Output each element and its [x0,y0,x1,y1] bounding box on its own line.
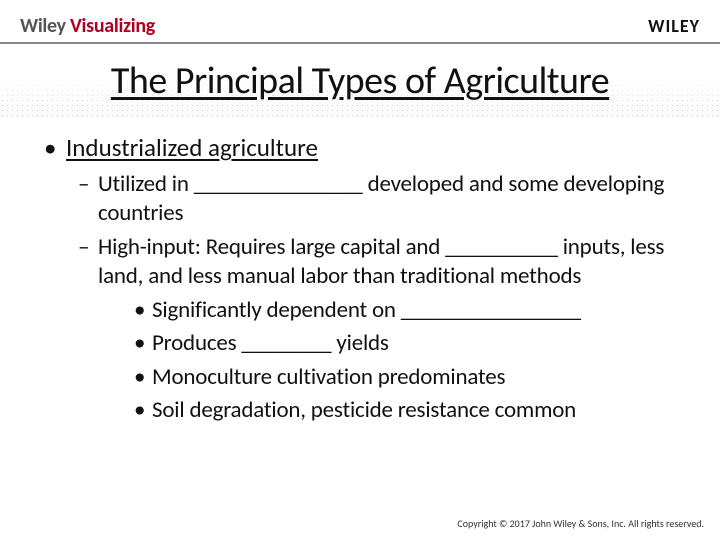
bullet-text: Industrialized agriculture [66,132,318,163]
publisher-label: WILEY [648,15,700,37]
bullet-level2: Utilized in _______________ developed an… [78,170,680,229]
bullet-text: Significantly dependent on _____________… [152,296,581,324]
bullet-text: Produces ________ yields [152,329,389,357]
brand-suffix: Visualizing [70,14,155,38]
header-band: Wiley Visualizing WILEY [0,0,720,44]
bullet-level3: Monoculture cultivation predominates [134,363,680,392]
bullet-level3: Soil degradation, pesticide resistance c… [134,396,680,425]
title-band: The Principal Types of Agriculture [0,44,720,118]
slide-title: The Principal Types of Agriculture [111,58,609,104]
brand-prefix: Wiley [20,14,70,38]
bullet-text: High-input: Requires large capital and _… [98,233,664,290]
bullet-level1: Industrialized agriculture [44,132,680,164]
bullet-level2: High-input: Requires large capital and _… [78,233,680,292]
bullet-text: Soil degradation, pesticide resistance c… [152,396,576,424]
bullet-level3: Produces ________ yields [134,329,680,358]
brand-label: Wiley Visualizing [20,14,155,38]
bullet-level3: Significantly dependent on _____________… [134,296,680,325]
slide: Wiley Visualizing WILEY The Principal Ty… [0,0,720,540]
bullet-text: Monoculture cultivation predominates [152,363,505,391]
slide-body: Industrialized agriculture Utilized in _… [0,118,720,426]
copyright-footer: Copyright © 2017 John Wiley & Sons, Inc.… [457,517,704,530]
bullet-text: Utilized in _______________ developed an… [98,170,664,227]
